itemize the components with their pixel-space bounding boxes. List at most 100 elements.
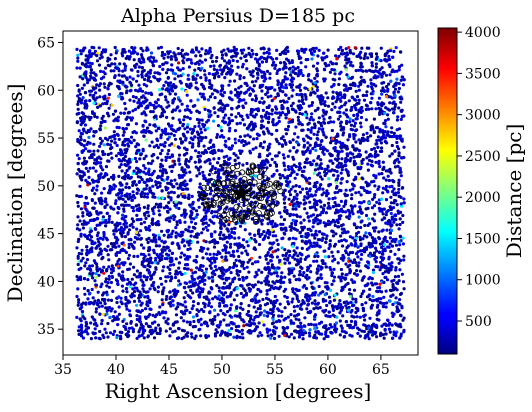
field-star <box>361 133 365 137</box>
field-star <box>386 117 390 121</box>
field-star <box>188 179 192 183</box>
field-star <box>274 123 278 127</box>
field-star <box>208 192 212 196</box>
field-star <box>255 273 259 277</box>
field-star <box>155 137 159 141</box>
field-star <box>130 222 134 226</box>
field-star <box>290 269 294 273</box>
field-star <box>360 252 364 257</box>
field-star <box>377 159 381 163</box>
field-star <box>234 115 238 119</box>
field-star <box>102 143 106 147</box>
field-star <box>76 53 80 57</box>
field-star <box>170 251 174 255</box>
field-star <box>113 329 117 333</box>
field-star <box>270 228 274 232</box>
field-star <box>300 239 304 243</box>
field-star <box>354 241 358 246</box>
field-star <box>189 296 193 300</box>
field-star <box>103 126 107 130</box>
field-star <box>260 270 264 274</box>
field-star <box>142 205 146 209</box>
field-star <box>234 93 238 97</box>
field-star <box>206 334 211 338</box>
field-star <box>203 305 207 309</box>
field-star <box>297 85 301 89</box>
field-star <box>236 246 241 250</box>
field-star <box>81 214 85 218</box>
field-star <box>146 227 150 231</box>
field-star <box>381 191 385 195</box>
field-star <box>95 301 99 305</box>
field-star <box>94 310 98 314</box>
field-star <box>247 141 251 145</box>
field-star <box>271 307 275 311</box>
field-star <box>372 146 376 151</box>
field-star <box>261 297 265 302</box>
field-star <box>192 217 196 221</box>
field-star <box>333 105 337 109</box>
field-star <box>179 316 183 320</box>
field-star <box>258 307 262 311</box>
field-star <box>98 329 102 334</box>
field-star <box>210 275 214 279</box>
field-star <box>250 48 254 53</box>
field-star <box>184 257 188 261</box>
field-star <box>121 231 125 235</box>
field-star <box>375 289 379 293</box>
field-star <box>146 290 150 294</box>
field-star <box>282 60 286 65</box>
field-star <box>323 255 327 259</box>
field-star <box>247 270 251 274</box>
field-star <box>254 79 258 83</box>
field-star <box>133 156 137 161</box>
field-star <box>191 127 195 131</box>
field-star <box>180 272 184 276</box>
field-star <box>220 129 224 133</box>
field-star <box>110 103 114 107</box>
field-star <box>149 110 153 114</box>
field-star <box>333 72 337 76</box>
field-star <box>326 96 330 100</box>
field-star <box>275 271 279 275</box>
field-star <box>174 257 178 261</box>
field-star <box>94 336 98 340</box>
field-star <box>198 154 202 158</box>
field-star <box>139 60 143 64</box>
field-star <box>99 157 103 161</box>
field-star <box>188 141 192 145</box>
field-star <box>169 304 173 308</box>
field-star <box>179 51 183 56</box>
field-star <box>180 140 184 144</box>
field-star <box>318 332 322 336</box>
field-star <box>158 258 162 263</box>
field-star <box>173 275 178 280</box>
field-star <box>327 177 331 181</box>
field-star <box>374 330 378 334</box>
field-star <box>181 238 185 242</box>
field-star <box>198 185 202 189</box>
field-star <box>157 203 161 207</box>
field-star <box>310 126 314 130</box>
field-star <box>189 268 193 272</box>
field-star <box>355 269 359 273</box>
field-star <box>382 256 386 260</box>
field-star <box>169 216 173 220</box>
field-star <box>202 208 206 212</box>
field-star <box>319 143 323 147</box>
field-star <box>125 182 129 186</box>
field-star <box>128 192 132 196</box>
field-star <box>328 323 332 327</box>
field-star <box>241 163 245 167</box>
field-star <box>162 84 166 88</box>
field-star <box>324 308 328 312</box>
field-star <box>88 99 92 103</box>
field-star <box>374 65 378 69</box>
field-star <box>133 235 137 240</box>
field-star <box>203 282 207 286</box>
field-star <box>220 50 224 54</box>
field-star <box>110 264 114 268</box>
field-star <box>280 310 284 314</box>
field-star <box>124 327 128 331</box>
field-star <box>96 298 100 302</box>
